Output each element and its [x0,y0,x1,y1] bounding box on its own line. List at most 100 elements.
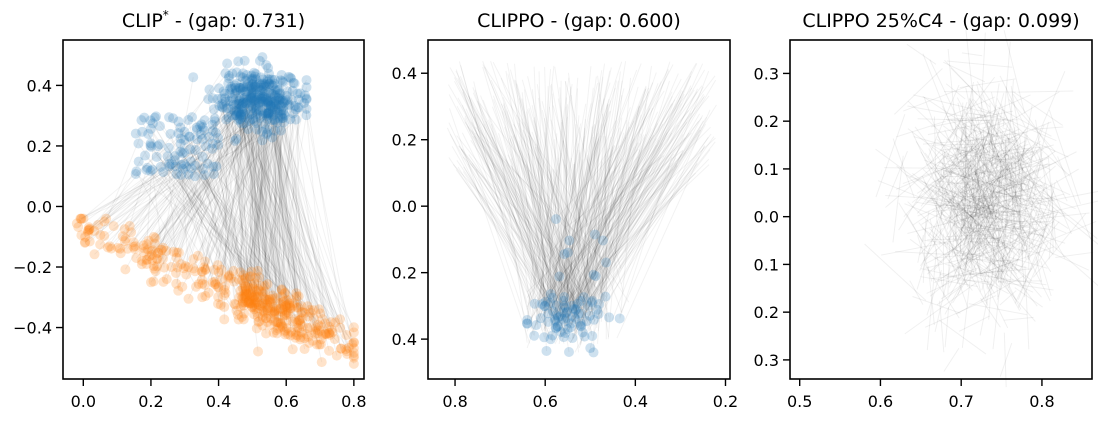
pair-line [600,103,608,322]
text-point [246,291,257,302]
pair-line [558,70,603,345]
pair-line [942,194,992,226]
pair-line [962,217,989,268]
pair-line [907,212,988,234]
pair-line [468,154,576,312]
pair-line [602,165,670,241]
pair-line [279,106,297,294]
pair-line [231,73,268,300]
pair-line [234,87,279,329]
pair-line [599,88,647,227]
image-point [614,313,625,324]
pair-line [958,194,979,244]
pair-line [959,315,990,332]
pair-line [127,84,256,250]
pair-line [967,121,992,137]
pair-line [960,218,1041,243]
text-point [269,306,280,317]
pair-line [997,176,1042,187]
x-tick-label: 0.8 [1029,392,1054,411]
pair-line [953,208,980,227]
text-point [292,322,303,333]
pair-line [913,94,992,115]
pair-line [892,155,904,243]
pair-line [143,117,241,292]
image-point [231,67,242,78]
x-tick-label: 0.0 [71,392,96,411]
text-point [334,314,345,325]
pair-line [550,78,682,326]
text-point [265,297,276,308]
pair-line [471,130,607,317]
image-point [267,89,278,100]
pair-line [104,102,244,222]
image-point [151,151,162,162]
pair-line [981,157,1051,191]
pair-line [584,126,593,333]
image-point [560,316,571,327]
pair-line [249,88,309,317]
pair-line [1002,152,1033,166]
text-point [95,239,106,250]
image-point [247,78,258,89]
pair-line [948,193,1028,219]
pair-line [84,107,266,244]
image-point [175,146,186,157]
pair-line [1005,171,1025,210]
pair-line [228,75,296,338]
text-point [128,237,139,248]
pair-line [502,167,571,328]
pair-line [596,120,704,308]
pair-line [175,166,240,298]
pair-line [1017,226,1048,300]
pair-line [920,151,954,203]
image-point [246,100,257,111]
text-point [287,344,298,355]
pair-line [514,80,563,275]
pair-line [474,132,607,263]
pair-line [927,84,960,158]
text-point [259,286,270,297]
pair-line [972,188,993,206]
image-point [575,318,586,329]
pair-line [943,148,979,158]
pair-line [527,153,562,319]
image-point [272,93,283,104]
image-point [531,320,542,331]
pair-line [985,151,1030,166]
pair-line [1000,162,1009,226]
pair-line [237,119,323,320]
image-point [234,93,245,104]
text-point [276,303,287,314]
pair-line [170,173,215,268]
pair-line [915,201,987,215]
pair-line [268,83,305,339]
pair-line [129,79,276,227]
pair-line [578,150,610,338]
pair-line [924,254,981,269]
pair-line [1012,91,1063,126]
text-point [342,348,353,359]
pair-line [913,136,984,157]
text-point [295,334,306,345]
pair-line [945,263,1013,283]
text-point [210,279,221,290]
pair-line [455,70,577,311]
pair-line [221,75,253,279]
pair-line [254,67,269,304]
pair-line [239,87,243,318]
pair-line [963,110,997,160]
pair-line [239,118,332,323]
image-point [244,114,255,125]
image-point [288,108,299,119]
pair-line [241,108,267,334]
image-point [158,167,169,178]
pair-line [567,123,664,333]
image-point [545,334,556,345]
text-point [219,314,230,325]
text-point [263,303,274,314]
pair-line [993,229,1000,265]
text-point [192,250,203,261]
image-point [284,99,295,110]
axes-frame [427,39,731,380]
